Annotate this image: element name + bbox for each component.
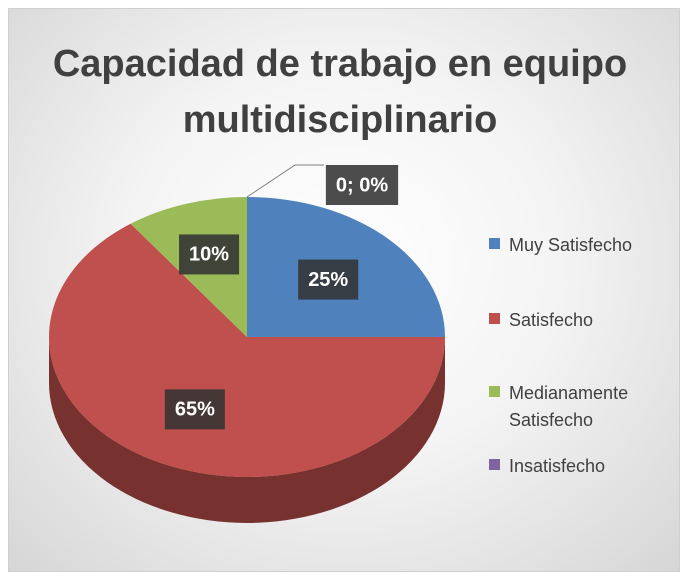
- legend-label: Muy Satisfecho: [509, 235, 633, 255]
- data-label-box: [164, 389, 225, 430]
- data-label-text: 0; 0%: [336, 174, 388, 196]
- data-label-box: [325, 165, 399, 205]
- data-label: 25%: [298, 259, 359, 300]
- data-label: 10%: [179, 234, 240, 275]
- legend-label: Medianamente Satisfecho: [509, 383, 629, 430]
- data-label-text: 65%: [175, 399, 215, 421]
- legend-swatch: [489, 459, 500, 470]
- slice: [48, 223, 446, 478]
- data-label-box: [298, 259, 359, 300]
- legend-label: Satisfecho: [509, 310, 594, 330]
- legend-swatch: [489, 386, 500, 397]
- chart-title: Capacidad de trabajo en equipo multidisc…: [52, 43, 628, 141]
- legend-swatch: [489, 238, 500, 249]
- data-label-box: [179, 234, 240, 275]
- data-label: 0; 0%: [325, 165, 399, 205]
- slice-side: [49, 337, 445, 523]
- leader-line: [246, 164, 324, 198]
- data-label: 65%: [164, 389, 225, 430]
- data-label-text: 10%: [189, 244, 229, 266]
- legend-label: Insatisfecho: [509, 456, 606, 476]
- legend-swatch: [489, 313, 500, 324]
- data-label-text: 25%: [308, 269, 348, 291]
